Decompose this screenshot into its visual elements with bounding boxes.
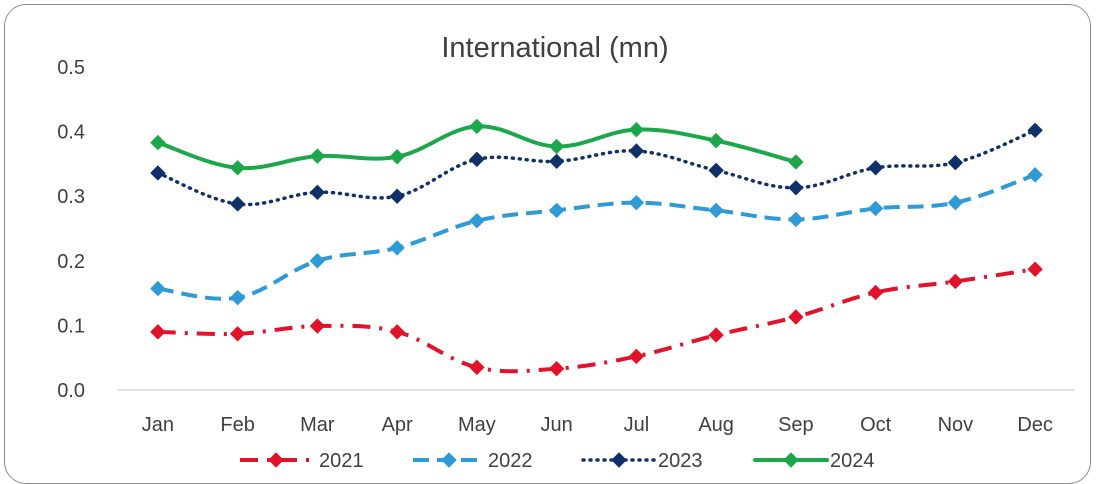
y-tick-label: 0.2 xyxy=(57,251,85,273)
y-tick-label: 0.0 xyxy=(57,380,85,402)
legend-label: 2023 xyxy=(658,450,703,472)
data-point xyxy=(708,162,724,179)
chart-title: International (mn) xyxy=(441,32,668,64)
series-2021 xyxy=(150,261,1043,377)
legend-label: 2024 xyxy=(830,450,875,472)
series-line xyxy=(156,128,1037,207)
data-point xyxy=(309,253,326,269)
data-point xyxy=(947,194,964,211)
data-point xyxy=(867,160,884,176)
data-point xyxy=(150,165,166,181)
data-point xyxy=(867,284,884,301)
y-tick-label: 0.3 xyxy=(57,186,85,208)
data-point xyxy=(150,134,166,151)
x-tick-label: Apr xyxy=(382,414,413,436)
data-point xyxy=(229,326,246,342)
data-point xyxy=(788,180,804,196)
x-axis: Jan Feb Mar Apr May Jun Jul Aug Sep Oct Nov Dec xyxy=(142,414,1053,436)
legend-label: 2021 xyxy=(319,450,364,472)
data-point xyxy=(947,154,964,171)
data-point xyxy=(309,318,326,334)
legend-marker xyxy=(268,452,284,468)
x-tick-label: Feb xyxy=(220,414,254,436)
data-point xyxy=(788,309,804,325)
x-tick-label: Dec xyxy=(1017,414,1053,436)
series-line xyxy=(157,267,1036,374)
data-point xyxy=(229,289,246,306)
data-point xyxy=(389,240,405,256)
legend-marker xyxy=(783,452,799,468)
y-tick-label: 0.1 xyxy=(57,315,85,337)
data-point xyxy=(628,194,645,211)
series-layer xyxy=(150,118,1043,377)
x-tick-label: Aug xyxy=(698,414,734,436)
legend-item-2022: 2022 xyxy=(413,450,533,472)
x-tick-label: May xyxy=(458,414,496,436)
x-tick-label: Sep xyxy=(778,414,814,436)
data-point xyxy=(309,184,326,201)
data-point xyxy=(548,360,565,377)
data-point xyxy=(708,132,724,149)
series-line xyxy=(157,172,1036,301)
data-point xyxy=(469,118,485,135)
series-2022 xyxy=(150,167,1043,306)
legend-marker xyxy=(441,452,457,468)
legend-item-2023: 2023 xyxy=(581,450,703,472)
x-tick-label: Oct xyxy=(860,414,892,436)
data-point xyxy=(469,151,485,168)
legend-marker xyxy=(611,452,627,468)
data-point xyxy=(1027,261,1043,277)
data-point xyxy=(628,143,645,159)
data-point xyxy=(548,153,565,170)
data-point xyxy=(229,160,246,176)
series-2023 xyxy=(150,122,1043,212)
x-tick-label: Jan xyxy=(142,414,174,436)
data-point xyxy=(788,211,804,228)
x-tick-label: Mar xyxy=(300,414,335,436)
data-point xyxy=(947,273,964,290)
data-point xyxy=(708,202,724,219)
y-tick-label: 0.5 xyxy=(57,57,85,79)
legend-label: 2022 xyxy=(488,450,533,472)
data-point xyxy=(389,324,405,340)
data-point xyxy=(389,188,405,204)
legend-item-2024: 2024 xyxy=(753,450,875,472)
legend: 2021 2022 2023 2024 xyxy=(240,450,875,472)
x-tick-label: Nov xyxy=(938,414,974,436)
data-point xyxy=(150,280,166,297)
series-2024 xyxy=(150,118,804,176)
data-point xyxy=(469,359,485,376)
data-point xyxy=(150,324,166,340)
data-point xyxy=(1027,122,1043,139)
data-point xyxy=(548,138,565,155)
data-point xyxy=(1027,167,1043,183)
x-tick-label: Jun xyxy=(541,414,573,436)
data-point xyxy=(628,121,645,138)
data-point xyxy=(389,149,405,165)
data-point xyxy=(788,154,804,170)
legend-item-2021: 2021 xyxy=(240,450,364,472)
y-tick-label: 0.4 xyxy=(57,122,85,144)
data-point xyxy=(867,200,884,217)
data-point xyxy=(548,202,565,219)
y-axis: 0.0 0.1 0.2 0.3 0.4 0.5 xyxy=(57,57,1075,402)
data-point xyxy=(628,348,645,365)
x-tick-label: Jul xyxy=(624,414,650,436)
data-point xyxy=(708,327,724,343)
data-point xyxy=(229,196,246,212)
data-point xyxy=(469,213,485,229)
data-point xyxy=(309,148,326,164)
